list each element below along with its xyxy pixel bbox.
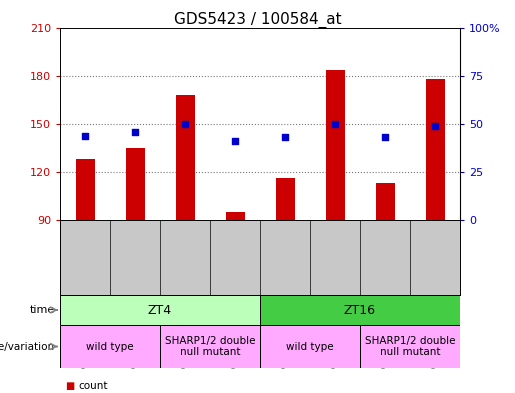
Bar <box>325 70 345 220</box>
Text: ■: ■ <box>65 381 74 391</box>
Text: ZT16: ZT16 <box>344 303 376 316</box>
Text: count: count <box>78 381 108 391</box>
Text: genotype/variation: genotype/variation <box>0 342 55 351</box>
Bar <box>76 159 94 220</box>
Bar <box>226 212 245 220</box>
Bar <box>60 295 260 325</box>
Bar <box>260 325 360 368</box>
Bar <box>260 295 460 325</box>
Point <box>181 121 189 127</box>
Bar <box>176 95 195 220</box>
Text: time: time <box>30 305 55 315</box>
Point <box>431 123 439 129</box>
Point <box>231 138 239 144</box>
Point <box>281 134 289 141</box>
Text: SHARP1/2 double
null mutant: SHARP1/2 double null mutant <box>365 336 455 357</box>
Bar <box>375 183 394 220</box>
Bar <box>160 325 260 368</box>
Bar <box>360 325 460 368</box>
Point <box>81 132 89 139</box>
Point <box>131 129 139 135</box>
Text: wild type: wild type <box>286 342 334 351</box>
Text: ZT4: ZT4 <box>148 303 172 316</box>
Bar <box>425 79 444 220</box>
Bar <box>60 325 160 368</box>
Point <box>331 121 339 127</box>
Text: wild type: wild type <box>86 342 134 351</box>
Text: GDS5423 / 100584_at: GDS5423 / 100584_at <box>174 12 341 28</box>
Point <box>381 134 389 141</box>
Text: SHARP1/2 double
null mutant: SHARP1/2 double null mutant <box>165 336 255 357</box>
Bar <box>126 148 145 220</box>
Bar <box>276 178 295 220</box>
